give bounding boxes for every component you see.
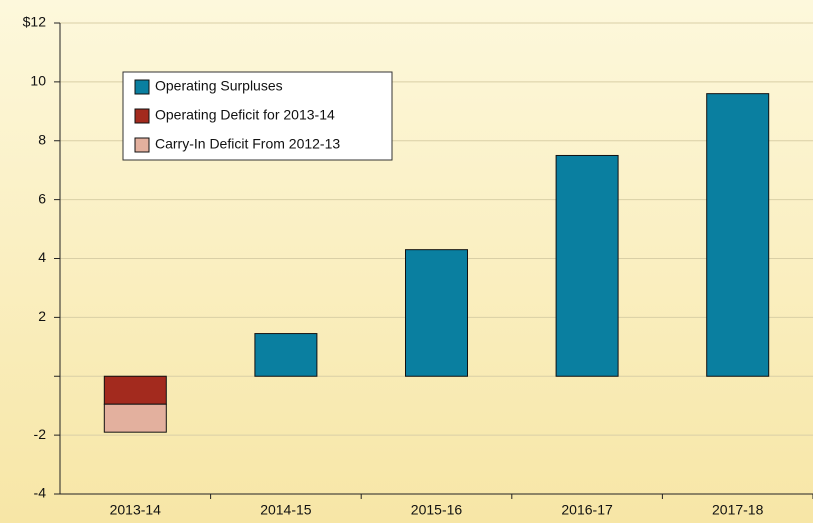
legend-label: Carry-In Deficit From 2012-13 xyxy=(155,136,340,152)
y-tick-label: 4 xyxy=(38,249,46,265)
legend-swatch xyxy=(134,108,150,124)
x-tick-label: 2016-17 xyxy=(561,502,613,518)
legend-swatch xyxy=(134,137,150,153)
x-tick-label: 2015-16 xyxy=(411,502,463,518)
y-tick-label: $12 xyxy=(23,14,47,30)
y-tick-label: -2 xyxy=(34,426,47,442)
x-tick-label: 2014-15 xyxy=(260,502,312,518)
x-tick-label: 2013-14 xyxy=(110,502,162,518)
y-tick-label: 6 xyxy=(38,190,46,206)
bar-segment xyxy=(103,375,167,405)
y-tick-label: -4 xyxy=(34,485,47,501)
bar-segment xyxy=(405,249,468,377)
bar-segment xyxy=(706,93,770,377)
y-tick-label: 10 xyxy=(30,73,46,89)
bar-segment xyxy=(555,154,619,377)
y-tick-label: 2 xyxy=(38,308,46,324)
x-tick-label: 2017-18 xyxy=(712,502,764,518)
legend-swatch xyxy=(134,79,150,95)
bar-segment xyxy=(103,403,167,433)
legend-label: Operating Deficit for 2013-14 xyxy=(155,107,335,123)
y-tick-label: 8 xyxy=(38,131,46,147)
legend-box xyxy=(122,71,393,161)
legend-label: Operating Surpluses xyxy=(155,78,283,94)
bar-segment xyxy=(254,333,318,377)
